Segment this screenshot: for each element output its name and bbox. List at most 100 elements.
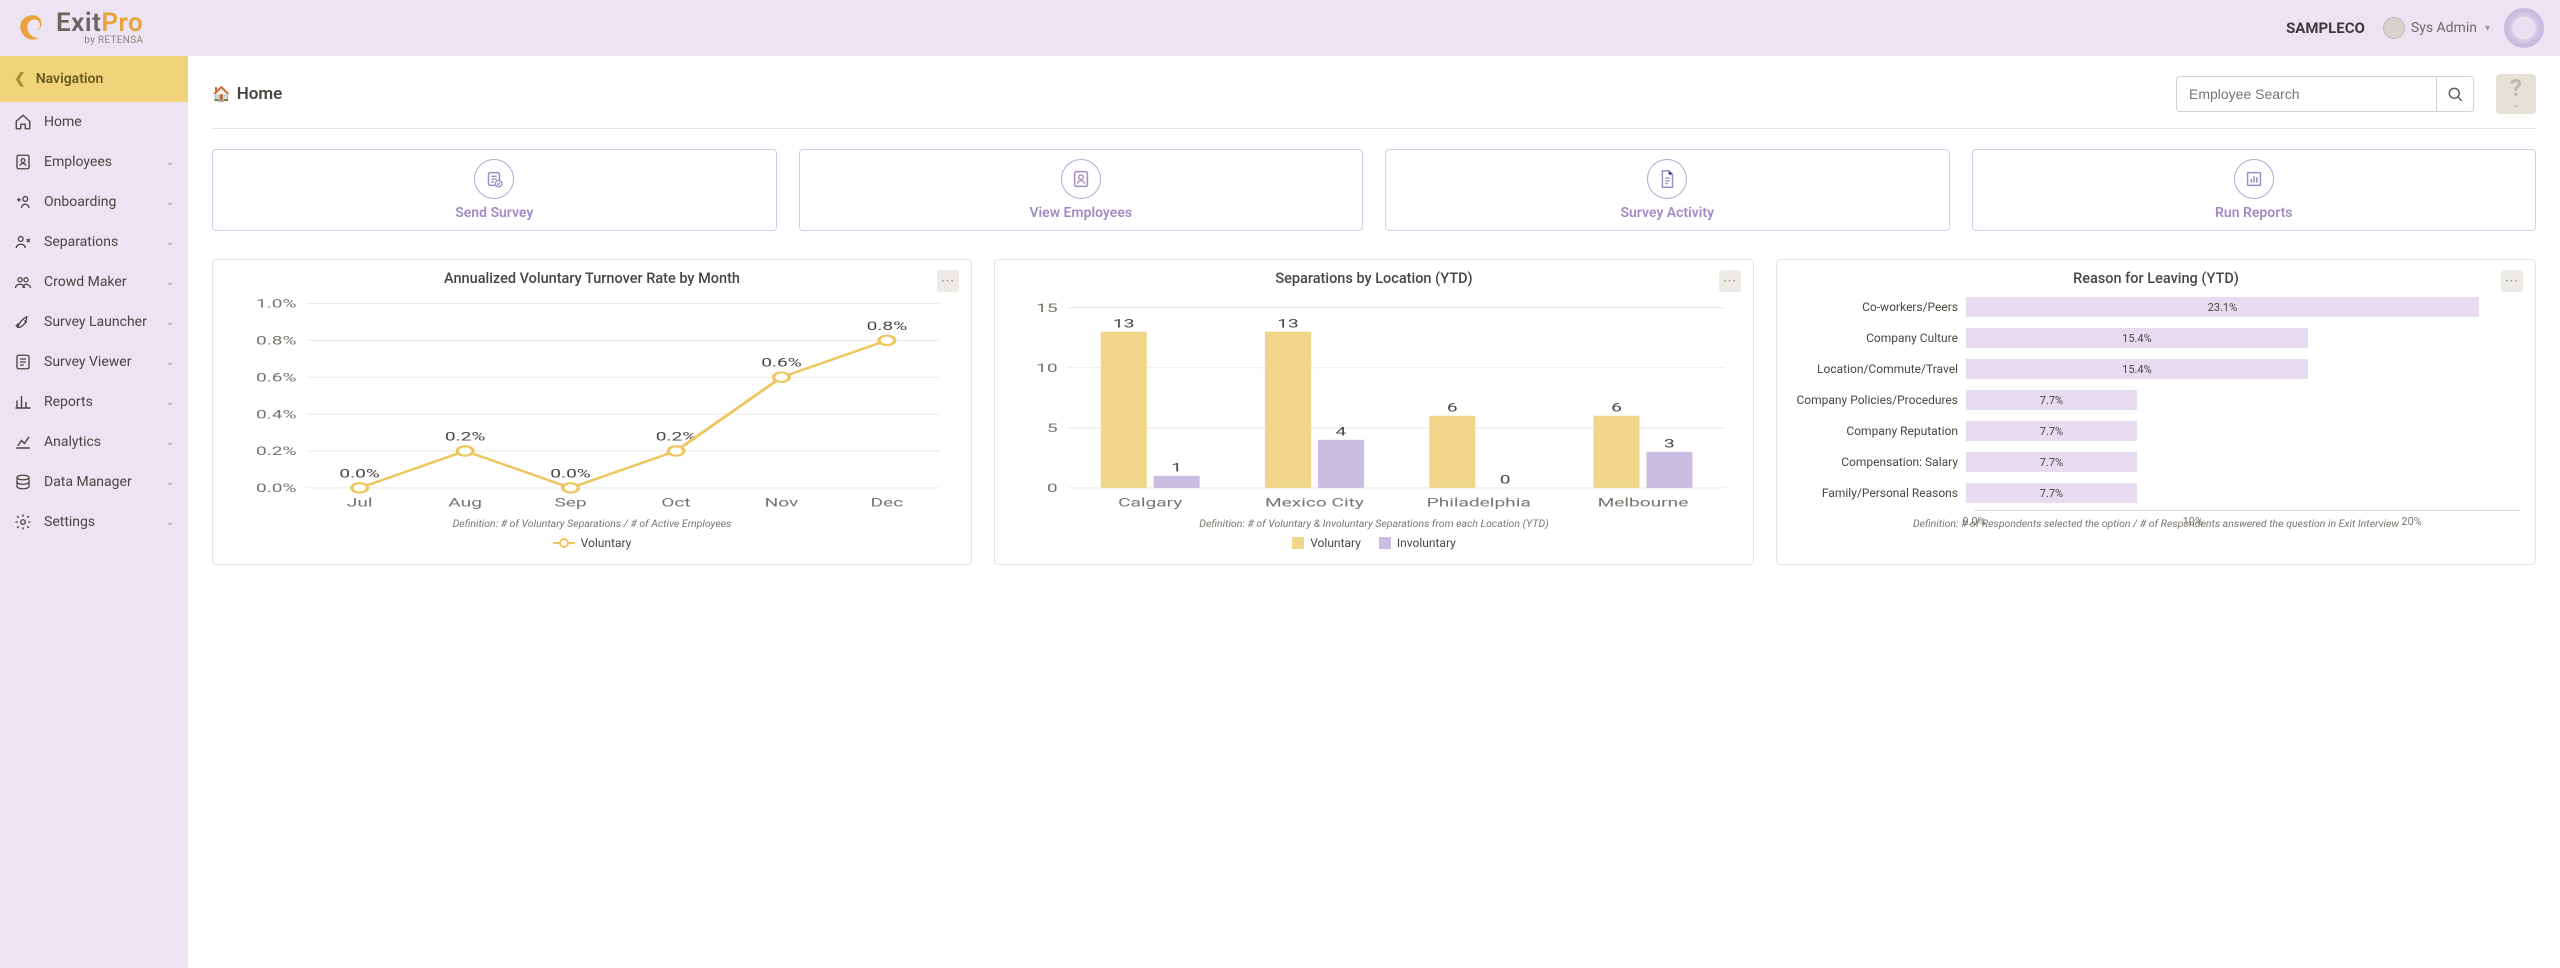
user-menu[interactable]: Sys Admin ▾ (2383, 17, 2490, 39)
svg-text:Sep: Sep (554, 496, 586, 510)
action-send-survey[interactable]: Send Survey (212, 149, 777, 231)
chart-menu-button[interactable]: ⋯ (937, 270, 959, 292)
sidebar-item-analytics[interactable]: Analytics⌄ (0, 422, 188, 462)
svg-text:1: 1 (1171, 461, 1182, 475)
hbar-row: Company Culture15.4% (1791, 324, 2521, 352)
separations-icon (14, 233, 32, 251)
sidebar-item-data-manager[interactable]: Data Manager⌄ (0, 462, 188, 502)
employee-search (2176, 76, 2474, 112)
main-content: 🏠 Home ?⌄ Send Survey View Employees Surve… (188, 56, 2560, 968)
chart-menu-button[interactable]: ⋯ (2501, 270, 2523, 292)
logo-text-exit: Exit (56, 8, 101, 38)
chart-reason-leaving: Reason for Leaving (YTD) ⋯ Co-workers/Pe… (1776, 259, 2536, 565)
onboarding-icon (14, 193, 32, 211)
sidebar-item-separations[interactable]: Separations⌄ (0, 222, 188, 262)
logo-swirl-icon (16, 11, 50, 45)
hbar-fill: 15.4% (1966, 359, 2308, 379)
hbar-label: Company Culture (1791, 331, 1966, 345)
hbar-row: Location/Commute/Travel15.4% (1791, 355, 2521, 383)
sidebar-item-label: Employees (44, 154, 154, 170)
chevron-down-icon: ▾ (2485, 23, 2490, 34)
chart-menu-button[interactable]: ⋯ (1719, 270, 1741, 292)
launcher-icon (14, 313, 32, 331)
help-button[interactable]: ?⌄ (2496, 74, 2536, 114)
svg-text:0.2%: 0.2% (445, 430, 485, 444)
chevron-down-icon: ⌄ (166, 397, 174, 408)
viewer-icon (14, 353, 32, 371)
chevron-down-icon: ⌄ (166, 357, 174, 368)
chart-turnover-rate: Annualized Voluntary Turnover Rate by Mo… (212, 259, 972, 565)
svg-text:Mexico City: Mexico City (1265, 496, 1365, 510)
logo-subtitle: by RETENSA (56, 36, 143, 46)
user-name: Sys Admin (2411, 20, 2477, 36)
sidebar-item-label: Data Manager (44, 474, 154, 490)
chart-title: Separations by Location (YTD) (1009, 270, 1739, 287)
sidebar-item-onboarding[interactable]: Onboarding⌄ (0, 182, 188, 222)
action-survey-activity[interactable]: Survey Activity (1385, 149, 1950, 231)
view-employees-icon (1061, 159, 1101, 199)
hbar-axis: 0.0%10%20% (1974, 510, 2521, 528)
legend-label: Voluntary (1310, 536, 1361, 550)
chevron-down-icon: ⌄ (2512, 102, 2520, 109)
legend-label: Voluntary (581, 536, 632, 550)
chart-definition: Definition: # of Voluntary & Involuntary… (1009, 517, 1739, 530)
logo-text-pro: Pro (101, 8, 143, 38)
hbar-label: Co-workers/Peers (1791, 300, 1966, 314)
svg-text:4: 4 (1336, 425, 1347, 439)
sidebar-item-label: Settings (44, 514, 154, 530)
svg-text:6: 6 (1447, 401, 1458, 415)
tenant-badge-icon[interactable] (2504, 8, 2544, 48)
hbar-row: Family/Personal Reasons7.7% (1791, 479, 2521, 507)
hbar-row: Co-workers/Peers23.1% (1791, 293, 2521, 321)
sidebar-item-survey-launcher[interactable]: Survey Launcher⌄ (0, 302, 188, 342)
chevron-down-icon: ⌄ (166, 517, 174, 528)
search-input[interactable] (2176, 76, 2436, 112)
svg-text:15: 15 (1036, 301, 1058, 315)
sidebar-item-label: Survey Viewer (44, 354, 154, 370)
send-survey-icon (474, 159, 514, 199)
survey-activity-icon (1647, 159, 1687, 199)
sidebar-item-label: Home (44, 114, 174, 130)
search-icon (2448, 87, 2463, 102)
sidebar-item-crowd-maker[interactable]: Crowd Maker⌄ (0, 262, 188, 302)
app-header: ExitPro by RETENSA SAMPLECO Sys Admin ▾ (0, 0, 2560, 56)
sidebar: ❮ Navigation HomeEmployees⌄Onboarding⌄Se… (0, 56, 188, 968)
chart-definition: Definition: # of Voluntary Separations /… (227, 517, 957, 530)
sidebar-item-label: Analytics (44, 434, 154, 450)
sidebar-item-label: Crowd Maker (44, 274, 154, 290)
svg-text:Melbourne: Melbourne (1598, 496, 1689, 510)
chart-legend: Voluntary (227, 536, 957, 550)
hbar-label: Location/Commute/Travel (1791, 362, 1966, 376)
svg-text:Aug: Aug (448, 496, 482, 510)
home-icon: 🏠 (212, 85, 231, 103)
chart-legend: Voluntary Involuntary (1009, 536, 1739, 550)
sidebar-item-survey-viewer[interactable]: Survey Viewer ⌄ (0, 342, 188, 382)
page-title-text: Home (237, 84, 283, 104)
sidebar-item-employees[interactable]: Employees⌄ (0, 142, 188, 182)
action-label: Send Survey (455, 205, 533, 221)
settings-icon (14, 513, 32, 531)
svg-text:0.6%: 0.6% (761, 356, 801, 370)
employees-icon (14, 153, 32, 171)
action-view-employees[interactable]: View Employees (799, 149, 1364, 231)
hbar-label: Compensation: Salary (1791, 455, 1966, 469)
logo[interactable]: ExitPro by RETENSA (16, 10, 143, 46)
sidebar-item-home[interactable]: Home (0, 102, 188, 142)
hbar-row: Company Reputation7.7% (1791, 417, 2521, 445)
svg-text:0: 0 (1500, 473, 1511, 487)
hbar-fill: 23.1% (1966, 297, 2479, 317)
hbar-label: Company Policies/Procedures (1791, 393, 1966, 407)
hbar-fill: 7.7% (1966, 390, 2137, 410)
svg-text:0.4%: 0.4% (256, 407, 296, 421)
sidebar-collapse-toggle[interactable]: ❮ Navigation (0, 56, 188, 102)
sidebar-item-reports[interactable]: Reports⌄ (0, 382, 188, 422)
action-label: View Employees (1029, 205, 1132, 221)
chart-title: Annualized Voluntary Turnover Rate by Mo… (227, 270, 957, 287)
svg-text:10: 10 (1036, 361, 1057, 375)
svg-text:1.0%: 1.0% (256, 297, 296, 311)
chevron-left-icon: ❮ (14, 71, 26, 87)
action-run-reports[interactable]: Run Reports (1972, 149, 2537, 231)
sidebar-item-settings[interactable]: Settings ⌄ (0, 502, 188, 542)
search-button[interactable] (2436, 76, 2474, 112)
hbar-fill: 15.4% (1966, 328, 2308, 348)
